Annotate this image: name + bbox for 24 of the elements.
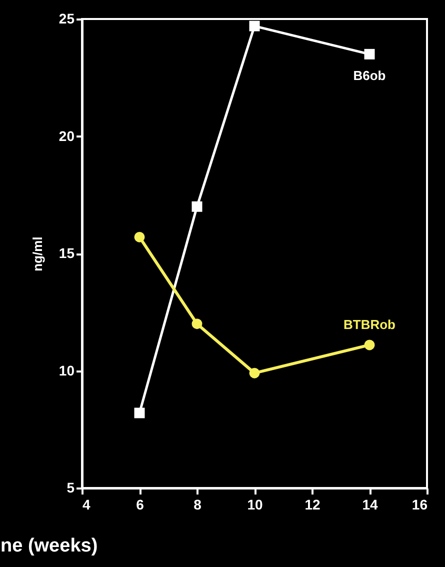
x-tick-label: 16 bbox=[412, 496, 428, 512]
y-tick-label: 5 bbox=[66, 480, 75, 496]
x-tick-label: 14 bbox=[362, 496, 378, 512]
point bbox=[249, 20, 260, 32]
x-tick-label: 8 bbox=[194, 496, 202, 512]
y-tick-label: 10 bbox=[58, 362, 75, 378]
y-tick-label: 15 bbox=[58, 245, 75, 261]
x-tick-label: 6 bbox=[136, 496, 144, 512]
point bbox=[134, 408, 145, 418]
x-tick-label: 4 bbox=[82, 496, 90, 512]
point bbox=[364, 48, 375, 60]
x-tick-label: 12 bbox=[304, 496, 320, 512]
series-label: B6ob bbox=[353, 68, 386, 84]
y-tick-label: 25 bbox=[58, 10, 75, 26]
point bbox=[192, 318, 202, 330]
series-label: BTBRob bbox=[344, 316, 396, 332]
y-tick-label: 20 bbox=[58, 128, 75, 144]
point bbox=[134, 232, 145, 242]
x-tick-label: 10 bbox=[247, 496, 263, 512]
y-axis-title: ng/ml bbox=[30, 236, 45, 272]
point bbox=[192, 201, 202, 212]
point bbox=[364, 340, 375, 350]
x-axis-title: ne (weeks) bbox=[0, 536, 98, 556]
point bbox=[249, 368, 260, 378]
